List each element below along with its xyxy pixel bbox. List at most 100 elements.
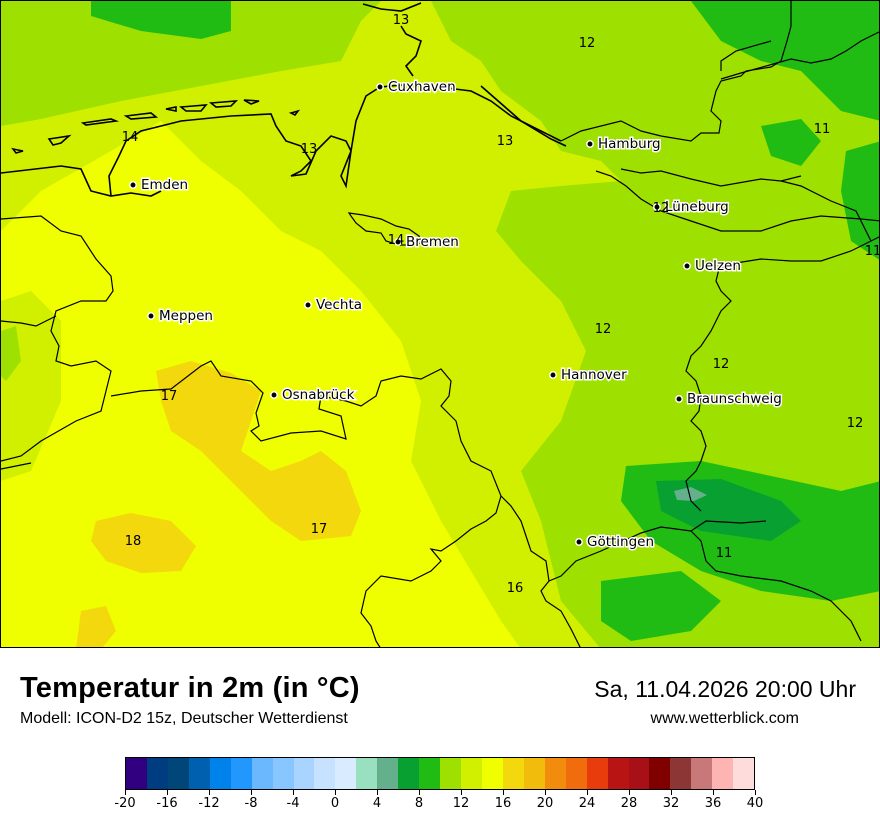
colorbar-tick-label: 16 — [494, 796, 512, 811]
temp-field-16-18 — [156, 361, 361, 541]
city-emden: Emden — [129, 176, 190, 195]
colorbar-tick — [460, 790, 462, 795]
contour-label: 13 — [393, 13, 410, 28]
temp-field-8-10 — [601, 571, 721, 641]
city-dot-icon — [675, 395, 683, 403]
colorbar-tick — [250, 790, 252, 795]
city-osnabrück: Osnabrück — [270, 386, 356, 405]
colorbar-tick-label: 12 — [452, 796, 470, 811]
contour-label: 12 — [653, 201, 670, 216]
city-label: Meppen — [159, 308, 213, 324]
city-dot-icon — [147, 312, 155, 320]
colorbar-tick-label: 20 — [536, 796, 554, 811]
city-dot-icon — [653, 203, 661, 211]
temp-field-16-18 — [91, 513, 196, 573]
website-link[interactable]: www.wetterblick.com — [650, 710, 799, 727]
colorbar-tick — [208, 790, 210, 795]
map-canvas: Cuxhaven Hamburg Emden Lüneburg Bremen Uelzen… — [1, 1, 880, 647]
valid-datetime: Sa, 11.04.2026 20:00 Uhr — [594, 676, 856, 702]
colorbar-segment — [544, 758, 566, 789]
colorbar-tick-label: 0 — [330, 796, 340, 811]
colorbar-segment — [230, 758, 252, 789]
colorbar-segment — [356, 758, 378, 789]
colorbar-ticks: -20 -16 -12 -8 -4 0 4 8 12 16 20 24 28 32 36 40 — [114, 790, 763, 820]
colorbar-segment — [272, 758, 294, 789]
colorbar-tick-label: -12 — [198, 796, 220, 811]
colorbar-tick — [502, 790, 504, 795]
contour-label: 12 — [595, 322, 612, 337]
contour-label: 13 — [301, 142, 318, 157]
city-dot-icon — [376, 83, 384, 91]
colorbar-tick — [292, 790, 294, 795]
colorbar-tick-label: -16 — [156, 796, 178, 811]
colorbar-tick-label: -8 — [244, 796, 258, 811]
colorbar-tick-label: 36 — [704, 796, 722, 811]
contour-label: 14 — [122, 130, 139, 145]
colorbar-segment — [628, 758, 650, 789]
city-label: Osnabrück — [282, 387, 355, 403]
colorbar-segment — [691, 758, 713, 789]
city-dot-icon — [575, 538, 583, 546]
contour-label: 17 — [161, 389, 178, 404]
colorbar-segment — [335, 758, 357, 789]
contour-label: 11 — [865, 244, 880, 259]
colorbar-tick-label: -20 — [114, 796, 136, 811]
temp-field-16-18 — [76, 606, 116, 647]
colorbar-segment — [167, 758, 189, 789]
city-label: Emden — [141, 177, 188, 193]
colorbar-segment — [733, 758, 755, 789]
colorbar-segment — [188, 758, 210, 789]
colorbar-tick — [124, 790, 126, 795]
city-braunschweig: Braunschweig — [675, 390, 783, 409]
colorbar-segment — [565, 758, 587, 789]
colorbar-segment — [377, 758, 399, 789]
city-label: Lüneburg — [665, 199, 729, 215]
colorbar-segment — [523, 758, 545, 789]
city-label: Göttingen — [587, 534, 654, 550]
colorbar-tick-label: 32 — [662, 796, 680, 811]
city-label: Vechta — [316, 297, 362, 313]
colorbar-segment — [419, 758, 441, 789]
colorbar-tick-label: 8 — [414, 796, 424, 811]
city-hamburg: Hamburg — [586, 135, 662, 154]
colorbar-segment — [314, 758, 336, 789]
contour-label: 12 — [713, 357, 730, 372]
colorbar-tick — [628, 790, 630, 795]
temp-field-8-10 — [761, 119, 821, 166]
colorbar-tick — [712, 790, 714, 795]
colorbar-segment — [481, 758, 503, 789]
contour-label: 12 — [579, 36, 596, 51]
colorbar-segment — [649, 758, 671, 789]
city-vechta: Vechta — [304, 296, 364, 315]
temp-field-10-12-west — [1, 326, 21, 381]
temperature-map[interactable]: Cuxhaven Hamburg Emden Lüneburg Bremen Uelzen… — [0, 0, 880, 648]
city-uelzen: Uelzen — [683, 257, 742, 276]
colorbar-segment — [712, 758, 734, 789]
coastlines — [1, 2, 567, 197]
colorbar-segment — [440, 758, 461, 789]
colorbar-tick — [544, 790, 546, 795]
colorbar-tick — [670, 790, 672, 795]
colorbar-tick-label: 28 — [620, 796, 638, 811]
colorbar-segment — [293, 758, 315, 789]
contour-label: 11 — [814, 122, 831, 137]
colorbar-segment — [126, 758, 147, 789]
temp-field-4-6 — [674, 487, 707, 501]
bremen-border — [347, 212, 422, 246]
city-bremen: Bremen — [394, 233, 460, 252]
model-subtitle: Modell: ICON-D2 15z, Deutscher Wetterdie… — [20, 710, 348, 727]
contour-labels: 13 12 14 13 13 11 12 14 11 12 12 17 12 17 18 11 16 — [122, 13, 880, 596]
colorbar-segment — [461, 758, 482, 789]
city-dot-icon — [270, 391, 278, 399]
colorbar-segment — [607, 758, 629, 789]
city-dot-icon — [586, 140, 594, 148]
city-dot-icon — [549, 371, 557, 379]
contour-label: 13 — [497, 134, 514, 149]
contour-label: 14 — [388, 233, 405, 248]
city-cuxhaven: Cuxhaven — [376, 78, 457, 97]
colorbar-tick — [334, 790, 336, 795]
state-borders — [1, 1, 879, 647]
colorbar-tick — [418, 790, 420, 795]
colorbar-segment — [209, 758, 231, 789]
contour-label: 18 — [125, 534, 142, 549]
